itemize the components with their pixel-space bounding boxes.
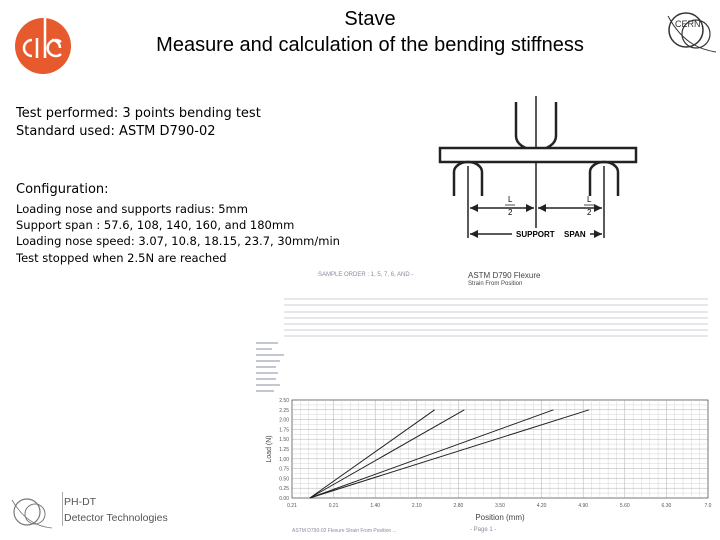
y-tick-label: 0.25 xyxy=(279,486,289,492)
configuration-heading: Configuration: xyxy=(16,182,109,197)
svg-text:SPAN: SPAN xyxy=(564,230,586,239)
config-line-speed: Loading nose speed: 3.07, 10.8, 18.15, 2… xyxy=(16,234,340,248)
y-tick-label: 2.50 xyxy=(279,398,289,404)
config-line-span: Support span : 57.6, 108, 140, 160, and … xyxy=(16,218,295,232)
statistics-block xyxy=(254,340,314,396)
series-line-2 xyxy=(309,409,465,499)
cern-logo: CERN xyxy=(664,6,718,56)
clic-logo xyxy=(14,12,72,76)
standard-used-text: Standard used: ASTM D790-02 xyxy=(16,124,216,139)
svg-text:SUPPORT: SUPPORT xyxy=(516,230,555,239)
department-label: PH-DT Detector Technologies xyxy=(64,494,168,526)
test-performed-text: Test performed: 3 points bending test xyxy=(16,106,261,121)
report-chart-title-2: Strain From Position xyxy=(468,281,523,287)
report-footer-center: - Page 1 - xyxy=(470,527,497,533)
cern-footer-logo xyxy=(10,494,54,530)
page-title: Stave Measure and calculation of the ben… xyxy=(90,6,650,58)
series-line-3 xyxy=(309,409,554,499)
y-tick-label: 0.00 xyxy=(279,496,289,502)
y-tick-label: 1.75 xyxy=(279,427,289,433)
chart-svg: 0.00 0.25 0.50 0.75 1.00 1.25 1.50 1.75 2.00 2.25… xyxy=(266,398,712,522)
y-tick-label: 0.50 xyxy=(279,476,289,482)
sample-order-text: SAMPLE ORDER : 1, 5, 7, 6, AND - xyxy=(318,272,414,278)
y-tick-label: 2.25 xyxy=(279,408,289,414)
report-chart-title-1: ASTM D790 Flexure xyxy=(468,271,541,280)
config-line-stop: Test stopped when 2.5N are reached xyxy=(16,251,227,265)
x-tick-label: 1.40 xyxy=(370,503,380,509)
report-footer-left: ASTM D790-02 Flexure Strain From Positio… xyxy=(292,528,397,534)
series-line-4 xyxy=(309,409,590,499)
title-line-2: Measure and calculation of the bending s… xyxy=(156,34,584,56)
svg-text:2: 2 xyxy=(508,208,513,217)
y-tick-label: 1.00 xyxy=(279,457,289,463)
results-table xyxy=(284,298,708,338)
y-tick-label: 1.25 xyxy=(279,447,289,453)
x-tick-label: 7.0 xyxy=(705,503,712,509)
x-tick-label: 4.90 xyxy=(578,503,588,509)
series-line-1 xyxy=(309,409,435,499)
y-tick-label: 0.75 xyxy=(279,467,289,473)
y-tick-label: 2.00 xyxy=(279,418,289,424)
x-tick-label: 5.60 xyxy=(620,503,630,509)
svg-text:2: 2 xyxy=(587,208,592,217)
bending-test-diagram: L 2 L 2 SUPPORT SPAN xyxy=(436,96,642,246)
x-tick-label: 0.21 xyxy=(287,503,297,509)
x-tick-label: 2.10 xyxy=(412,503,422,509)
svg-text:L: L xyxy=(587,195,592,204)
config-line-radius: Loading nose and supports radius: 5mm xyxy=(16,202,248,216)
department-name: Detector Technologies xyxy=(64,512,168,524)
load-position-chart: 0.00 0.25 0.50 0.75 1.00 1.25 1.50 1.75 2.00 2.25… xyxy=(262,396,720,530)
footer-divider xyxy=(62,492,63,526)
title-line-1: Stave xyxy=(344,8,396,30)
x-tick-label: 0.21 xyxy=(329,503,339,509)
chart-y-axis-label: Load (N) xyxy=(266,435,273,462)
svg-text:CERN: CERN xyxy=(675,19,701,29)
report-chart-title: ASTM D790 Flexure Strain From Position xyxy=(468,272,540,288)
department-code: PH-DT xyxy=(64,496,97,508)
x-tick-label: 3.50 xyxy=(495,503,505,509)
x-tick-label: 4.20 xyxy=(537,503,547,509)
y-tick-label: 1.50 xyxy=(279,437,289,443)
svg-text:L: L xyxy=(508,195,513,204)
chart-x-axis-label: Position (mm) xyxy=(475,513,525,522)
x-tick-label: 6.30 xyxy=(662,503,672,509)
x-tick-label: 2.80 xyxy=(454,503,464,509)
